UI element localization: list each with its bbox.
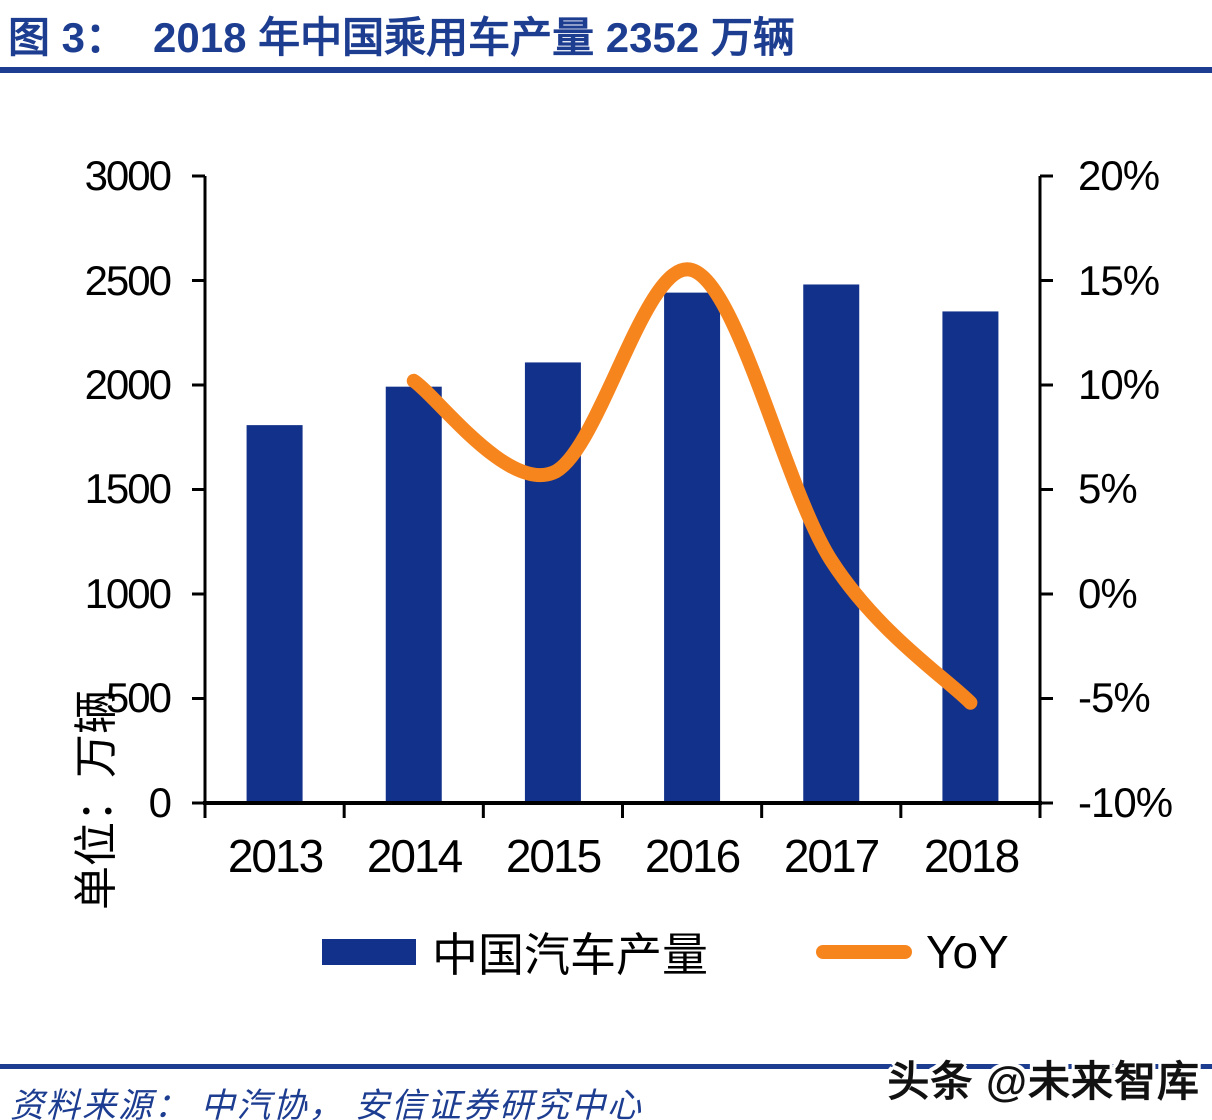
chart-legend: 中国汽车产量 YoY (322, 922, 1009, 982)
bar-2013 (246, 425, 303, 801)
left-axis-tick: 500 (105, 674, 172, 721)
figure-title-text: 2018 年中国乘用车产量 2352 万辆 (153, 14, 795, 61)
right-axis-tick: 10% (1078, 361, 1160, 408)
x-axis-label: 2017 (783, 830, 880, 882)
left-axis-tick: 0 (148, 779, 172, 826)
title-divider (0, 67, 1212, 73)
left-axis-tick: 1500 (84, 465, 172, 512)
left-axis-tick: 3000 (84, 152, 172, 199)
left-axis-tick: 2000 (84, 361, 172, 408)
right-axis-tick: 20% (1078, 152, 1160, 199)
bar-2014 (385, 386, 442, 801)
legend-line-swatch (816, 945, 912, 959)
x-axis-label: 2013 (227, 830, 324, 882)
legend-bar-label: 中国汽车产量 (432, 929, 708, 981)
source-note: 资料来源： 中汽协， 安信证券研究中心 (10, 1088, 643, 1120)
bar-2015 (524, 362, 581, 801)
left-axis-tick: 1000 (84, 570, 172, 617)
figure-title: 图 3： 2018 年中国乘用车产量 2352 万辆 (8, 4, 1108, 62)
right-axis-tick: 15% (1078, 257, 1160, 304)
figure-number: 图 3： (8, 14, 128, 61)
bar-2016 (664, 292, 721, 801)
x-axis-label: 2015 (505, 830, 602, 882)
footer-divider (0, 1064, 1212, 1069)
bar-2017 (803, 284, 860, 801)
x-axis-label: 2014 (366, 830, 463, 882)
right-axis-tick: -5% (1078, 674, 1151, 721)
right-axis-tick: 0% (1078, 570, 1138, 617)
left-axis-unit-label: 单位：万辆 (72, 690, 121, 910)
legend-line-label: YoY (926, 926, 1009, 978)
x-axis-label: 2018 (923, 830, 1020, 882)
yoy-line (406, 262, 978, 710)
right-axis-tick: 5% (1078, 465, 1138, 512)
right-axis-tick: -10% (1078, 779, 1173, 826)
legend-bar-swatch (322, 939, 416, 965)
left-axis-tick: 2500 (84, 257, 172, 304)
watermark: 头条 @未来智库 (887, 1058, 1200, 1105)
x-axis-label: 2016 (644, 830, 741, 882)
bar-2018 (942, 311, 999, 801)
